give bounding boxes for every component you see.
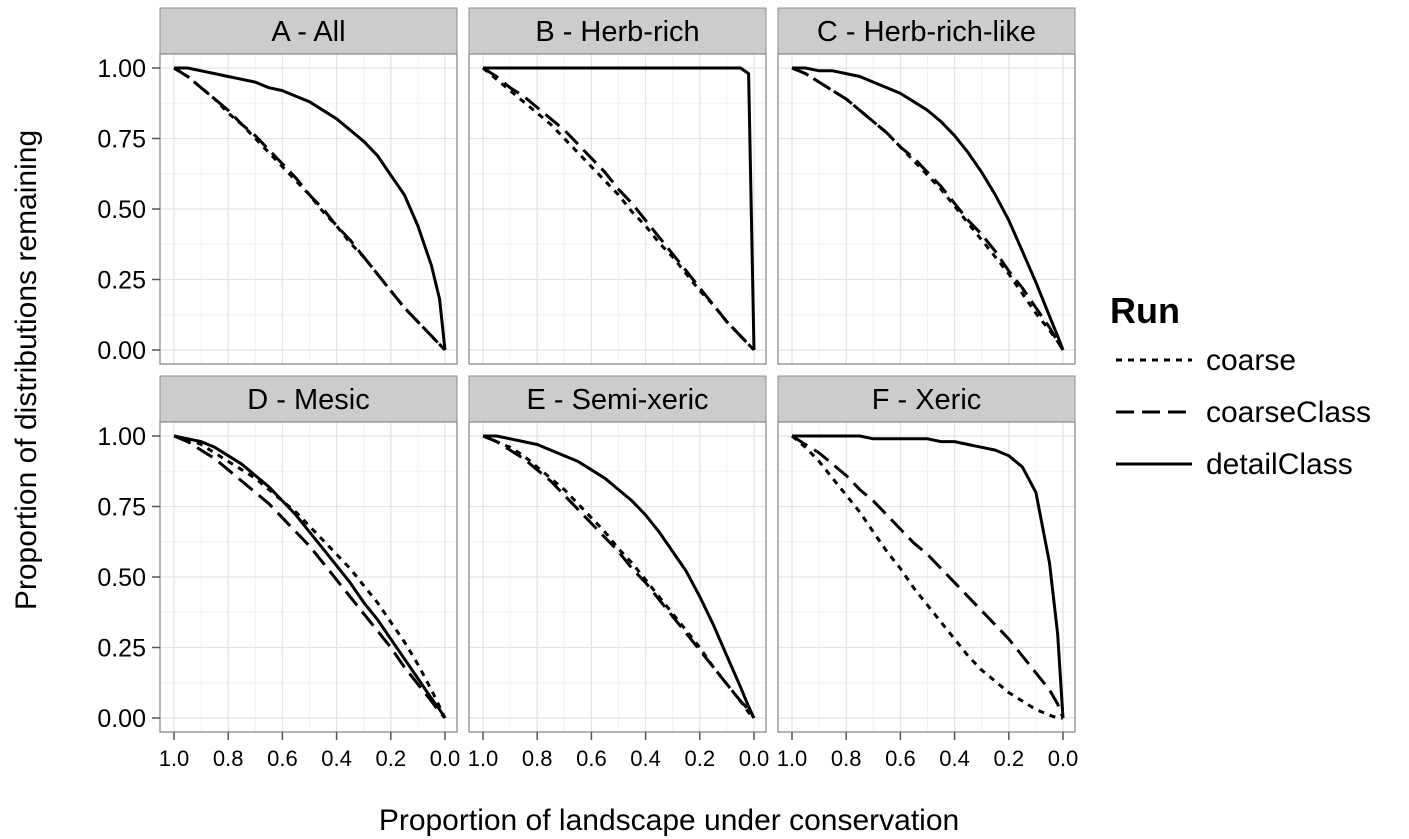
x-tick-label: 0.4 — [939, 746, 970, 771]
y-axis-label: Proportion of distributions remaining — [10, 130, 43, 610]
y-tick-label: 1.00 — [97, 423, 146, 451]
legend-entry-coarseclass: coarseClass — [1116, 396, 1371, 429]
x-tick-label: 0.0 — [430, 746, 461, 771]
series-line-coarseclass — [791, 66, 1065, 351]
series-line-detailclass — [174, 66, 447, 351]
panel-title: B - Herb-rich — [535, 16, 699, 48]
panels-layer: A - All 0.00 0.25 0.50 0.75 1.00 B - Herb-rich… — [97, 7, 1079, 771]
panel-border — [468, 53, 767, 365]
x-tick-label: 0.0 — [1048, 746, 1079, 771]
y-tick-label: 0.75 — [97, 126, 146, 154]
panel-title: C - Herb-rich-like — [817, 16, 1036, 48]
legend-title: Run — [1110, 290, 1180, 331]
panel-e-semi-xeric: E - Semi-xeric 1.0 0.8 0.6 0.4 0.2 0.0 — [468, 375, 770, 771]
panel-b-herb-rich: B - Herb-rich — [468, 7, 767, 365]
x-tick-label: 0.8 — [522, 746, 553, 771]
x-tick-label: 1.0 — [468, 746, 499, 771]
panel-strip — [468, 375, 767, 423]
series-line-detailclass — [483, 66, 756, 351]
series-line-detailclass — [483, 434, 756, 719]
legend-label: detailClass — [1206, 448, 1353, 481]
series-line-coarse — [482, 66, 756, 352]
panel-strip — [468, 7, 767, 55]
x-tick-label: 1.0 — [777, 746, 808, 771]
x-tick-label: 0.6 — [885, 746, 916, 771]
x-tick-label: 0.0 — [739, 746, 770, 771]
panel-strip — [777, 7, 1076, 55]
series-line-coarseclass — [173, 66, 447, 352]
panel-a-all: A - All 0.00 0.25 0.50 0.75 1.00 — [97, 7, 458, 365]
legend-label: coarseClass — [1206, 396, 1371, 429]
legend: Run coarse coarseClass detailClass — [1110, 290, 1371, 481]
panel-c-herb-rich-like: C - Herb-rich-like — [777, 7, 1076, 365]
series-line-coarseclass — [482, 434, 756, 719]
y-tick-label: 0.75 — [97, 494, 146, 522]
x-tick-label: 0.6 — [267, 746, 298, 771]
panel-border — [468, 421, 767, 733]
legend-label: coarse — [1206, 344, 1296, 377]
series-line-detailclass — [792, 434, 1065, 719]
panel-border — [777, 421, 1076, 733]
panel-strip — [159, 7, 458, 55]
y-tick-label: 1.00 — [97, 55, 146, 83]
x-tick-label: 0.2 — [685, 746, 716, 771]
x-tick-label: 0.6 — [576, 746, 607, 771]
panel-title: A - All — [271, 16, 345, 48]
x-tick-label: 0.4 — [630, 746, 661, 771]
y-tick-label: 0.25 — [97, 267, 146, 295]
series-line-coarse — [173, 434, 447, 719]
legend-entry-detailclass: detailClass — [1116, 448, 1353, 481]
x-tick-label: 0.8 — [831, 746, 862, 771]
x-tick-label: 1.0 — [159, 746, 190, 771]
panel-title: F - Xeric — [872, 384, 982, 416]
y-tick-label: 0.25 — [97, 635, 146, 663]
panel-strip — [777, 375, 1076, 423]
series-line-coarseclass — [173, 434, 447, 720]
series-line-coarse — [791, 434, 1063, 720]
x-tick-label: 0.2 — [994, 746, 1025, 771]
x-tick-label: 0.4 — [321, 746, 352, 771]
series-line-detailclass — [173, 434, 447, 719]
x-tick-label: 0.2 — [376, 746, 407, 771]
series-line-coarseclass — [791, 434, 1065, 719]
panel-border — [777, 53, 1076, 365]
series-line-coarse — [791, 66, 1065, 351]
x-axis-label: Proportion of landscape under conservati… — [379, 804, 959, 837]
series-line-coarseclass — [482, 66, 756, 352]
y-tick-label: 0.50 — [97, 196, 146, 224]
panel-title: D - Mesic — [247, 384, 369, 416]
legend-entries: coarse coarseClass detailClass — [1116, 344, 1371, 481]
y-tick-label: 0.00 — [97, 705, 146, 733]
legend-entry-coarse: coarse — [1116, 344, 1296, 377]
y-tick-label: 0.50 — [97, 564, 146, 592]
panel-title: E - Semi-xeric — [526, 384, 708, 416]
y-tick-label: 0.00 — [97, 337, 146, 365]
series-line-detailclass — [792, 66, 1065, 351]
panel-f-xeric: F - Xeric 1.0 0.8 0.6 0.4 0.2 0.0 — [777, 375, 1079, 771]
panel-d-mesic: D - Mesic 0.00 0.25 0.50 0.75 1.00 1.0 0.8 0.6 0.… — [97, 375, 461, 771]
x-tick-label: 0.8 — [213, 746, 244, 771]
